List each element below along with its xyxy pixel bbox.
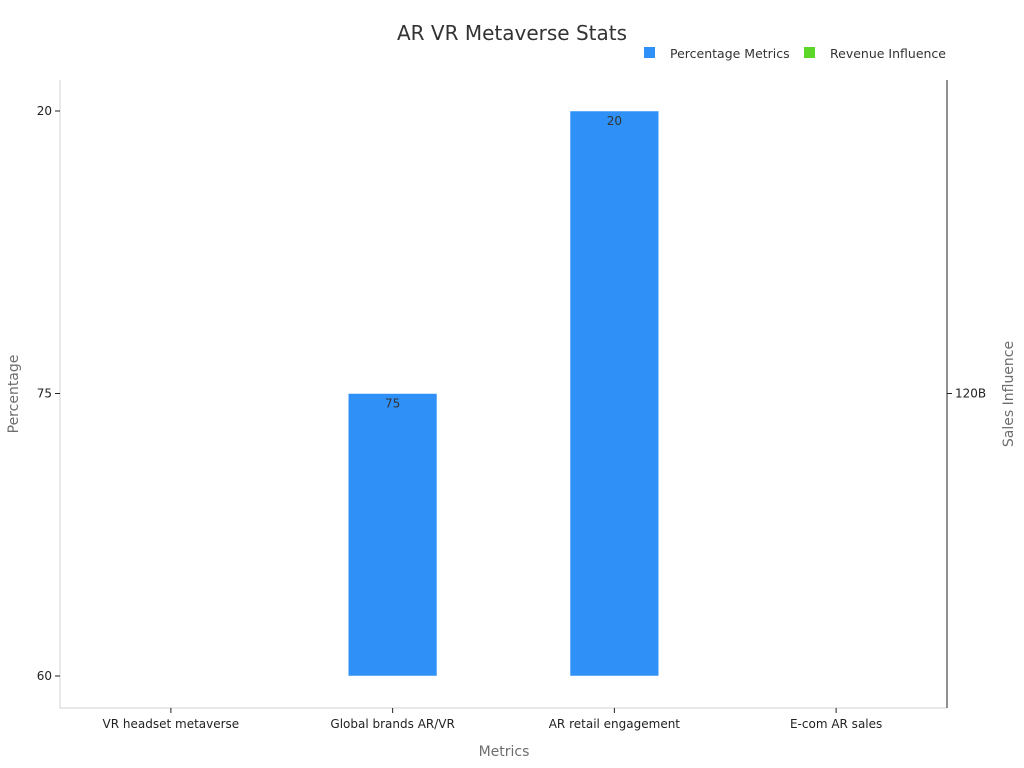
x-tick-label-global-brands-ar-vr: Global brands AR/VR — [330, 717, 454, 731]
x-axis-title: Metrics — [479, 744, 530, 760]
legend: Percentage Metrics Revenue Influence — [644, 46, 946, 61]
bar-label-global-brands-ar-vr: 75 — [385, 397, 400, 411]
axes — [59, 80, 948, 709]
bar-label-ar-retail-engagement: 20 — [607, 114, 622, 128]
chart-title: AR VR Metaverse Stats — [397, 21, 627, 45]
y2-tick-label: 120B — [955, 387, 986, 401]
y-tick-label: 60 — [37, 669, 52, 683]
bar-global-brands-ar-vr — [348, 393, 438, 677]
x-tick-label-e-com-ar-sales: E-com AR sales — [790, 717, 882, 731]
x-tick-label-ar-retail-engagement: AR retail engagement — [549, 717, 681, 731]
bar-labels: 75 20 — [385, 114, 622, 411]
y2-axis-ticks: 120B — [947, 387, 986, 401]
x-axis-ticks: VR headset metaverse Global brands AR/VR A… — [103, 708, 882, 731]
legend-swatch-revenue-influence — [804, 47, 815, 58]
y-tick-label: 20 — [37, 104, 52, 118]
legend-swatch-percentage-metrics — [644, 47, 655, 58]
legend-label-percentage-metrics: Percentage Metrics — [670, 46, 790, 61]
y-tick-label: 75 — [37, 387, 52, 401]
x-tick-label-vr-headset-metaverse: VR headset metaverse — [103, 717, 240, 731]
legend-label-revenue-influence: Revenue Influence — [830, 46, 946, 61]
bars — [348, 110, 659, 677]
y2-axis-title: Sales Influence — [1001, 341, 1017, 447]
y-axis-ticks: 60 75 20 — [37, 104, 60, 683]
bar-ar-retail-engagement — [569, 110, 659, 677]
y-axis-title: Percentage — [6, 355, 22, 434]
